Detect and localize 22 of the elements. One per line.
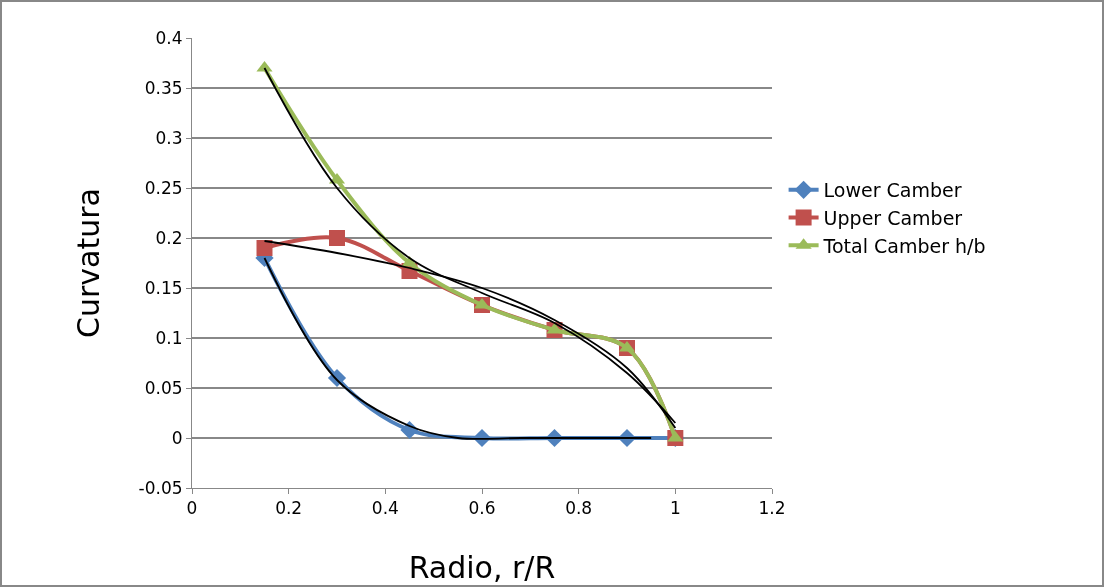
x-tick-label: 0.2 [275, 498, 303, 519]
x-tick-label: 0.8 [565, 498, 593, 519]
y-tick-label: 0.35 [144, 77, 183, 98]
y-axis-title: Curvatura [70, 188, 106, 338]
y-tick-label: 0.25 [144, 177, 183, 198]
legend-label: Upper Camber [823, 206, 963, 229]
x-tick-label: 0.6 [468, 498, 496, 519]
legend-label: Total Camber h/b [822, 234, 986, 257]
y-tick-label: 0.3 [155, 127, 183, 148]
y-tick-label: -0.05 [138, 477, 183, 498]
x-axis-title: Radio, r/R [408, 550, 556, 585]
y-tick-label: 0.15 [144, 277, 183, 298]
x-tick-label: 1 [669, 498, 681, 519]
x-tick-label: 1.2 [758, 498, 786, 519]
x-tick-label: 0.4 [371, 498, 399, 519]
y-tick-label: 0.1 [155, 327, 183, 348]
y-tick-label: 0.05 [144, 377, 183, 398]
y-tick-label: 0.2 [155, 227, 183, 248]
y-tick-label: 0 [171, 427, 183, 448]
legend-label: Lower Camber [823, 179, 962, 202]
y-tick-label: 0.4 [155, 27, 183, 48]
x-tick-label: 0 [186, 498, 198, 519]
